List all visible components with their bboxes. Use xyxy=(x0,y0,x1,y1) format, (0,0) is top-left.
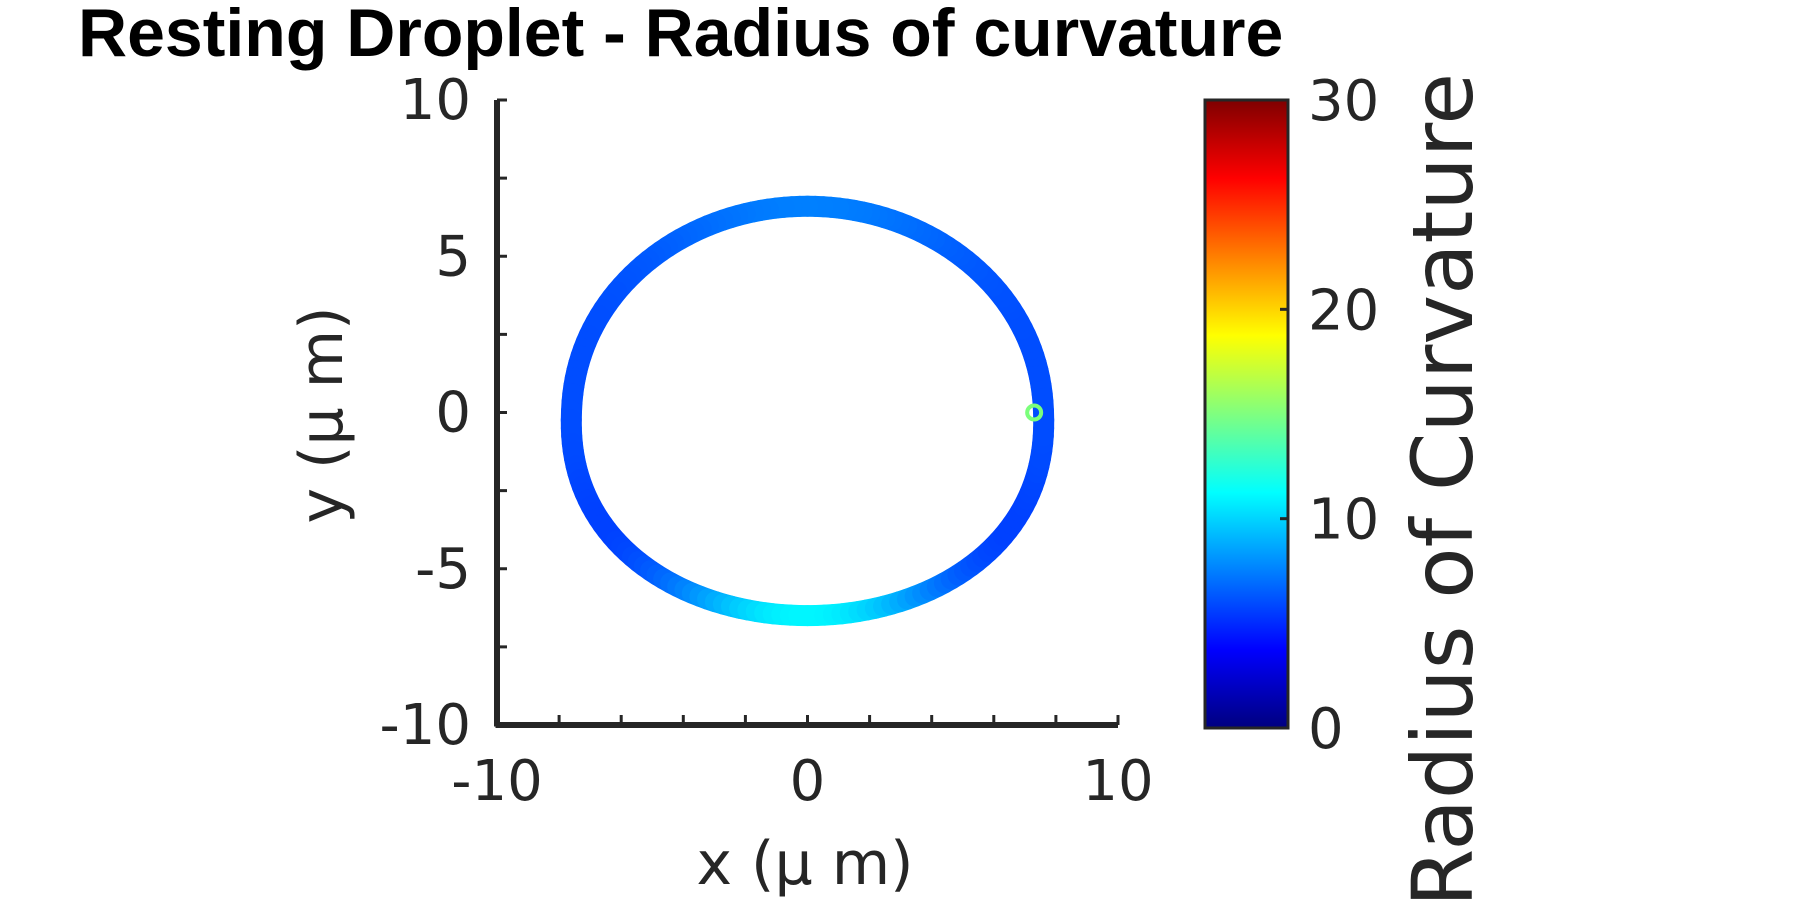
x-tick-label: -10 xyxy=(451,749,542,814)
y-tick-label: -5 xyxy=(415,537,471,602)
y-axis-label: y (μ m) xyxy=(287,306,357,523)
y-tick-label: 10 xyxy=(400,68,471,133)
colorbar xyxy=(1203,98,1290,730)
x-tick-label: 10 xyxy=(1082,749,1153,814)
colorbar-tick-label: 20 xyxy=(1308,278,1379,343)
colorbar-tick-label: 30 xyxy=(1308,69,1379,134)
colorbar-tick-label: 0 xyxy=(1308,697,1344,762)
plot-axes xyxy=(494,98,1120,728)
chart-title: Resting Droplet - Radius of curvature xyxy=(78,0,1283,71)
x-axis-label: x (μ m) xyxy=(696,829,913,899)
y-tick-labels: -10 -5 0 5 10 xyxy=(380,68,471,758)
x-tick-labels: -10 0 10 xyxy=(451,749,1153,814)
colorbar-ticks xyxy=(1280,98,1288,730)
x-tick-label: 0 xyxy=(790,749,826,814)
colorbar-tick-label: 10 xyxy=(1308,488,1379,553)
colorbar-label: Radius of Curvature xyxy=(1394,73,1492,900)
marker-layer xyxy=(1025,403,1044,422)
y-tick-label: -10 xyxy=(380,693,471,758)
y-tick-label: 0 xyxy=(435,381,471,446)
colorbar-tick-labels: 0 10 20 30 xyxy=(1308,69,1379,762)
marker-point xyxy=(1025,403,1044,422)
droplet-outline xyxy=(560,195,1055,627)
y-tick-label: 5 xyxy=(435,224,471,289)
